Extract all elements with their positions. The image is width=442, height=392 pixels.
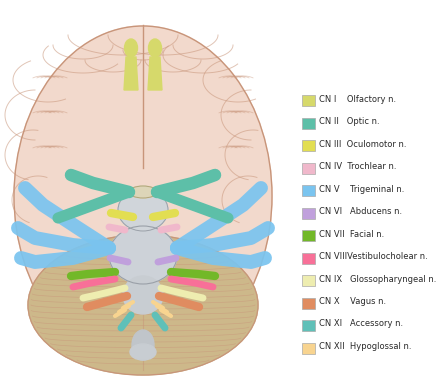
Text: CN IX   Glossopharyngeal n.: CN IX Glossopharyngeal n.	[319, 274, 436, 283]
Ellipse shape	[125, 39, 137, 57]
Ellipse shape	[28, 235, 258, 375]
FancyBboxPatch shape	[302, 163, 315, 174]
Text: CN XII  Hypoglossal n.: CN XII Hypoglossal n.	[319, 342, 412, 351]
Text: CN IV  Trochlear n.: CN IV Trochlear n.	[319, 162, 396, 171]
FancyBboxPatch shape	[302, 118, 315, 129]
Text: CN X    Vagus n.: CN X Vagus n.	[319, 297, 386, 306]
FancyBboxPatch shape	[302, 343, 315, 354]
Ellipse shape	[130, 344, 156, 360]
Text: CN III  Oculomotor n.: CN III Oculomotor n.	[319, 140, 407, 149]
FancyBboxPatch shape	[302, 140, 315, 151]
FancyBboxPatch shape	[302, 185, 315, 196]
Ellipse shape	[129, 186, 157, 198]
Text: CN V    Trigeminal n.: CN V Trigeminal n.	[319, 185, 404, 194]
FancyBboxPatch shape	[302, 298, 315, 309]
FancyBboxPatch shape	[302, 252, 315, 263]
Text: CN VII  Facial n.: CN VII Facial n.	[319, 229, 384, 238]
Ellipse shape	[118, 189, 168, 231]
Text: CN VIIIVestibulocholear n.: CN VIIIVestibulocholear n.	[319, 252, 428, 261]
Ellipse shape	[149, 39, 161, 57]
Ellipse shape	[123, 276, 163, 314]
Ellipse shape	[109, 226, 177, 284]
FancyBboxPatch shape	[302, 95, 315, 106]
FancyBboxPatch shape	[302, 320, 315, 331]
FancyBboxPatch shape	[302, 207, 315, 218]
Text: CN II   Optic n.: CN II Optic n.	[319, 117, 380, 126]
Polygon shape	[148, 57, 162, 90]
Text: CN VI   Abducens n.: CN VI Abducens n.	[319, 207, 402, 216]
Ellipse shape	[14, 26, 272, 366]
Ellipse shape	[132, 330, 154, 360]
Polygon shape	[124, 57, 138, 90]
Text: CN XI   Accessory n.: CN XI Accessory n.	[319, 319, 403, 328]
FancyBboxPatch shape	[302, 275, 315, 286]
Text: CN I    Olfactory n.: CN I Olfactory n.	[319, 94, 396, 103]
FancyBboxPatch shape	[302, 230, 315, 241]
